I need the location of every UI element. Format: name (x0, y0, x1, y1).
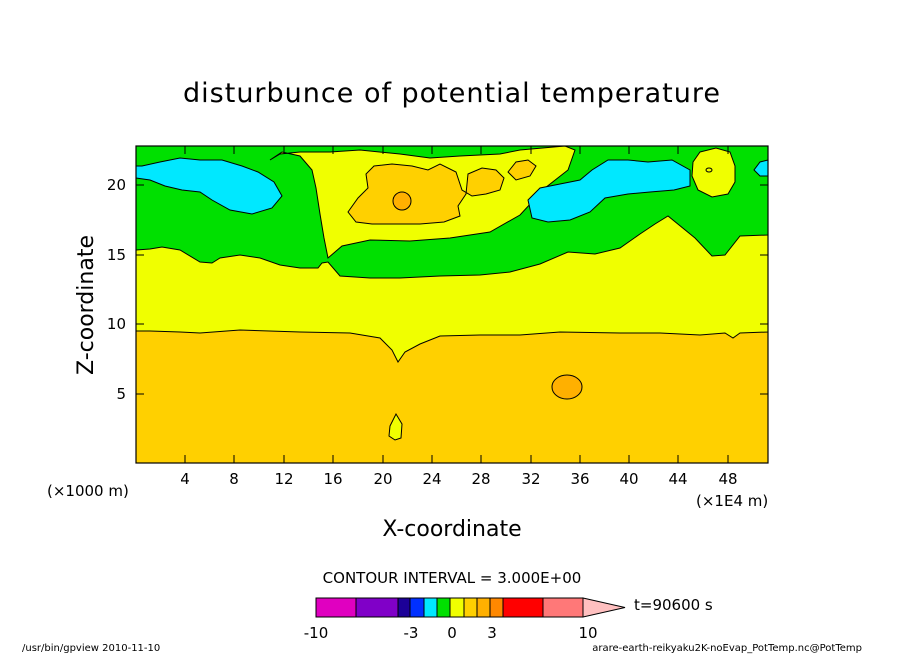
y-tick-label: 15 (107, 246, 126, 264)
colorbar-level: -3 (404, 624, 419, 642)
colorbar-arrow (582, 597, 626, 618)
cold-pocket-right (527, 159, 691, 223)
colorbar-cell (423, 597, 438, 618)
x-axis-label: X-coordinate (382, 517, 521, 542)
x-tick-label: 28 (471, 470, 490, 488)
plot-frame (135, 145, 769, 464)
x-tick-label: 40 (619, 470, 638, 488)
colorbar-level: -10 (304, 624, 329, 642)
contour-interval: CONTOUR INTERVAL = 3.000E+00 (323, 569, 582, 587)
colorbar-cell (315, 597, 357, 618)
cold-pocket-edge (753, 159, 768, 177)
tiny-contour (705, 167, 713, 173)
y-tick-label: 5 (116, 385, 126, 403)
y-tick-label: 20 (107, 176, 126, 194)
x-axis (136, 146, 768, 463)
time-label: t=90600 s (634, 596, 713, 614)
colorbar-cell (463, 597, 478, 618)
cold-pocket-left (136, 157, 283, 215)
small-yellow-blob (388, 412, 403, 441)
colorbar-cell (542, 597, 584, 618)
x-tick-label: 24 (422, 470, 441, 488)
warm-core-lower (551, 374, 583, 400)
y-axis-label: Z-coordinate (74, 235, 99, 375)
colorbar-cell (502, 597, 544, 618)
plot-area (136, 146, 768, 463)
footer-left: /usr/bin/gpview 2010-11-10 (22, 643, 160, 654)
x-tick-label: 44 (668, 470, 687, 488)
x-tick-label: 16 (323, 470, 342, 488)
colorbar-level: 10 (578, 624, 597, 642)
x-unit-left: (×1000 m) (47, 482, 129, 500)
colorbar-cell (449, 597, 465, 618)
x-tick-label: 32 (521, 470, 540, 488)
colorbar-level: 0 (447, 624, 457, 642)
footer-right: arare-earth-reikyaku2K-noEvap_PotTemp.nc… (592, 643, 862, 654)
x-tick-labels: 4 8 12 16 20 24 28 32 36 40 44 48 (180, 470, 737, 488)
colorbar-cell (436, 597, 451, 618)
x-tick-label: 48 (718, 470, 737, 488)
chart-title: disturbunce of potential temperature (183, 78, 721, 109)
colorbar-cell (476, 597, 491, 618)
y-tick-label: 10 (107, 315, 126, 333)
x-unit-right: (×1E4 m) (696, 492, 768, 510)
colorbar-cell (397, 597, 411, 618)
warm-core-small (507, 159, 537, 181)
warm-core-upper (347, 163, 505, 225)
warm-core-center (392, 191, 412, 211)
colorbar-cell (489, 597, 504, 618)
colorbar-level: 3 (487, 624, 497, 642)
colorbar (315, 597, 626, 618)
x-tick-label: 36 (570, 470, 589, 488)
colorbar-cell (409, 597, 425, 618)
x-tick-label: 4 (180, 470, 190, 488)
colorbar-cell (355, 597, 399, 618)
y-tick-labels: 5 10 15 20 (107, 176, 126, 403)
x-tick-label: 12 (274, 470, 293, 488)
x-tick-label: 20 (373, 470, 392, 488)
x-tick-label: 8 (229, 470, 239, 488)
yellow-patch-right (691, 147, 736, 198)
